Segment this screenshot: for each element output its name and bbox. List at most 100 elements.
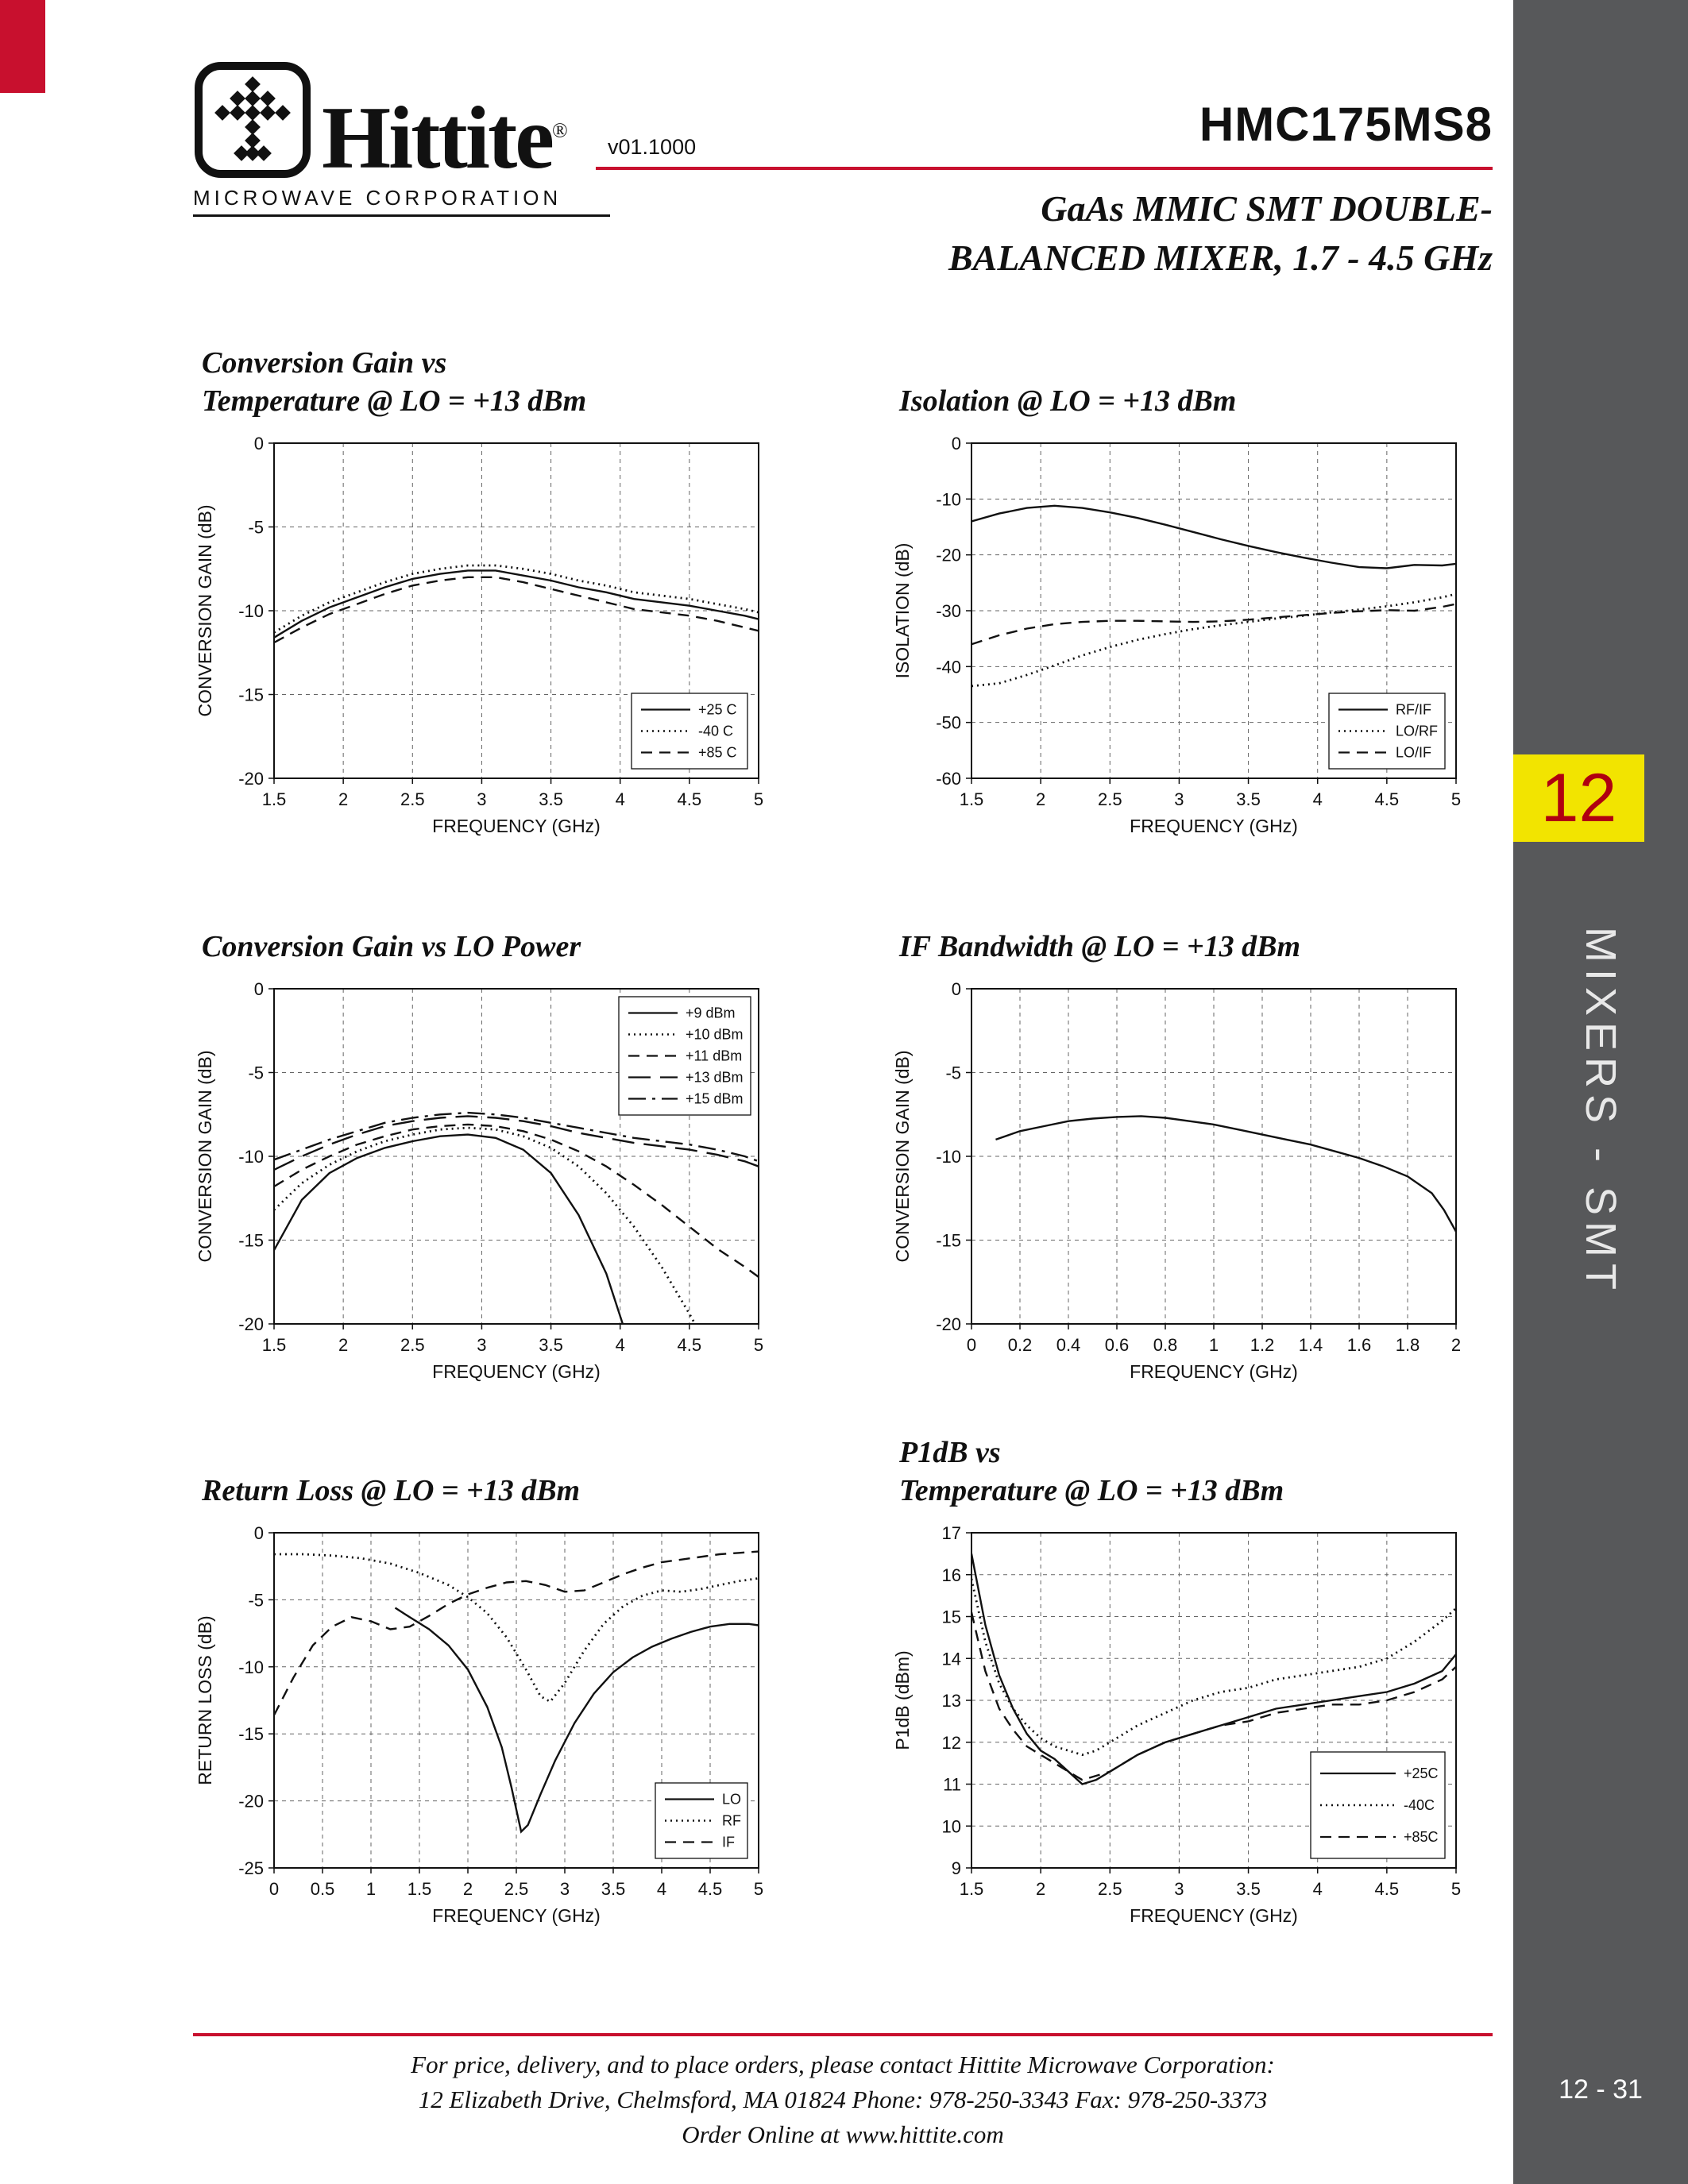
svg-text:1.5: 1.5 [262, 789, 287, 809]
chart-canvas-isolation: 1.5 2 2.5 3 3.5 4 4.5 5 0 -10 -20 -30 -40 -50 -60 FREQU… [892, 434, 1461, 836]
chapter-tab: 12 [1513, 754, 1644, 842]
svg-text:3.5: 3.5 [601, 1879, 626, 1899]
chart-title: Conversion Gain vs LO Power [202, 930, 581, 964]
svg-text:-20: -20 [936, 546, 961, 565]
sidebar-band [1513, 0, 1688, 2184]
footer-line-1: For price, delivery, and to place orders… [411, 2051, 1275, 2078]
svg-text:+25 C: +25 C [698, 702, 737, 718]
document-version: v01.1000 [608, 135, 697, 159]
svg-text:-60: -60 [936, 769, 961, 789]
svg-text:3: 3 [560, 1879, 570, 1899]
svg-text:CONVERSION GAIN (dB): CONVERSION GAIN (dB) [892, 1050, 913, 1262]
svg-text:1.2: 1.2 [1250, 1335, 1275, 1355]
footer-contact-block: For price, delivery, and to place orders… [193, 2047, 1493, 2152]
svg-text:-5: -5 [248, 1590, 264, 1610]
svg-text:+13 dBm: +13 dBm [686, 1070, 744, 1086]
svg-text:FREQUENCY (GHz): FREQUENCY (GHz) [1130, 1905, 1298, 1926]
svg-text:FREQUENCY (GHz): FREQUENCY (GHz) [1130, 816, 1298, 836]
svg-text:0: 0 [952, 979, 961, 999]
svg-text:4.5: 4.5 [1375, 1879, 1400, 1899]
svg-text:-40C: -40C [1404, 1797, 1435, 1813]
svg-text:-5: -5 [248, 518, 264, 538]
svg-text:0.6: 0.6 [1105, 1335, 1130, 1355]
svg-text:2: 2 [1036, 789, 1045, 809]
svg-text:3: 3 [1174, 789, 1184, 809]
footer-line-3: Order Online at www.hittite.com [682, 2120, 1004, 2149]
svg-text:0: 0 [952, 434, 961, 453]
svg-text:-20: -20 [936, 1314, 961, 1334]
svg-text:1.4: 1.4 [1299, 1335, 1323, 1355]
svg-text:0.2: 0.2 [1008, 1335, 1033, 1355]
chapter-number: 12 [1540, 760, 1617, 836]
svg-text:LO/IF: LO/IF [1396, 745, 1431, 761]
svg-text:-5: -5 [248, 1063, 264, 1083]
svg-text:-40 C: -40 C [698, 723, 733, 739]
header-rule [596, 167, 1493, 170]
svg-text:-40: -40 [936, 657, 961, 677]
chart-conversion-gain-vs-temperature: Conversion Gain vs Temperature @ LO = +13… [191, 332, 778, 842]
svg-text:13: 13 [942, 1691, 961, 1711]
chart-canvas-conversion-gain-vs-temperature: 1.5 2 2.5 3 3.5 4 4.5 5 0 -5 -10 -15 -20 FREQUENCY (G… [195, 434, 763, 836]
svg-text:1: 1 [366, 1879, 376, 1899]
subtitle-line-2: BALANCED MIXER, 1.7 - 4.5 GHz [948, 237, 1493, 279]
svg-text:LO: LO [722, 1792, 741, 1808]
section-vertical-label: MIXERS - SMT [1577, 927, 1624, 1297]
svg-text:CONVERSION GAIN (dB): CONVERSION GAIN (dB) [195, 504, 215, 716]
chart-return-loss: Return Loss @ LO = +13 dBm 0 0.5 1 1.5 2 2.5 3… [191, 1422, 778, 1931]
company-logo: Hittite® MICROWAVE CORPORATION [193, 60, 610, 217]
svg-text:3: 3 [1174, 1879, 1184, 1899]
chart-title: P1dB vs Temperature @ LO = +13 dBm [899, 1435, 1284, 1508]
svg-text:FREQUENCY (GHz): FREQUENCY (GHz) [1130, 1361, 1298, 1382]
svg-text:-10: -10 [238, 1657, 264, 1677]
svg-text:-10: -10 [238, 601, 264, 621]
svg-text:5: 5 [754, 789, 763, 809]
svg-text:RETURN LOSS (dB): RETURN LOSS (dB) [195, 1615, 215, 1785]
svg-text:3.5: 3.5 [1236, 789, 1261, 809]
svg-text:1.5: 1.5 [960, 1879, 984, 1899]
svg-text:2: 2 [1451, 1335, 1461, 1355]
svg-text:+10 dBm: +10 dBm [686, 1027, 744, 1043]
svg-text:0.5: 0.5 [311, 1879, 335, 1899]
svg-text:10: 10 [942, 1816, 961, 1836]
svg-text:1: 1 [1209, 1335, 1219, 1355]
svg-text:+85C: +85C [1404, 1829, 1439, 1845]
svg-text:0: 0 [254, 979, 264, 999]
svg-text:CONVERSION GAIN (dB): CONVERSION GAIN (dB) [195, 1050, 215, 1262]
svg-text:0.4: 0.4 [1056, 1335, 1081, 1355]
chart-canvas-if-bandwidth: 0 0.2 0.4 0.6 0.8 1 1.2 1.4 1.6 1.8 2 0 -5 -10 -15 -20 F… [892, 979, 1461, 1382]
svg-text:2.5: 2.5 [400, 1335, 425, 1355]
svg-text:RF/IF: RF/IF [1396, 702, 1431, 718]
svg-text:5: 5 [754, 1335, 763, 1355]
svg-text:FREQUENCY (GHz): FREQUENCY (GHz) [432, 1905, 601, 1926]
svg-text:4.5: 4.5 [678, 789, 702, 809]
svg-text:-25: -25 [238, 1858, 264, 1878]
svg-text:4.5: 4.5 [1375, 789, 1400, 809]
svg-text:1.8: 1.8 [1396, 1335, 1420, 1355]
svg-text:3.5: 3.5 [539, 1335, 563, 1355]
svg-text:1.5: 1.5 [408, 1879, 432, 1899]
svg-text:2.5: 2.5 [400, 789, 425, 809]
svg-text:+25C: +25C [1404, 1765, 1439, 1781]
svg-text:3: 3 [477, 1335, 486, 1355]
svg-text:-15: -15 [238, 1724, 264, 1744]
product-subtitle: GaAs MMIC SMT DOUBLE- BALANCED MIXER, 1.… [619, 184, 1493, 283]
svg-text:4: 4 [1313, 1879, 1323, 1899]
logo-wordmark: Hittite® [322, 88, 568, 187]
svg-text:LO/RF: LO/RF [1396, 723, 1438, 739]
svg-text:2: 2 [338, 789, 348, 809]
chart-conversion-gain-vs-lo-power: Conversion Gain vs LO Power 1.5 2 2.5 3 3.5 4… [191, 878, 778, 1387]
svg-text:2: 2 [1036, 1879, 1045, 1899]
svg-text:2: 2 [463, 1879, 473, 1899]
svg-text:4: 4 [616, 789, 625, 809]
svg-text:4.5: 4.5 [698, 1879, 723, 1899]
logo-subtext: MICROWAVE CORPORATION [193, 186, 562, 210]
svg-text:4: 4 [616, 1335, 625, 1355]
chart-if-bandwidth: IF Bandwidth @ LO = +13 dBm 0 0.2 0.4 0.6 0.… [888, 878, 1476, 1387]
svg-text:0.8: 0.8 [1153, 1335, 1178, 1355]
chart-isolation: Isolation @ LO = +13 dBm 1.5 2 2.5 3 3.5 4 4.5… [888, 332, 1476, 842]
svg-text:-15: -15 [238, 685, 264, 705]
svg-text:1.5: 1.5 [960, 789, 984, 809]
svg-text:2.5: 2.5 [1098, 789, 1122, 809]
subtitle-line-1: GaAs MMIC SMT DOUBLE- [1041, 188, 1493, 229]
svg-text:FREQUENCY (GHz): FREQUENCY (GHz) [432, 1361, 601, 1382]
